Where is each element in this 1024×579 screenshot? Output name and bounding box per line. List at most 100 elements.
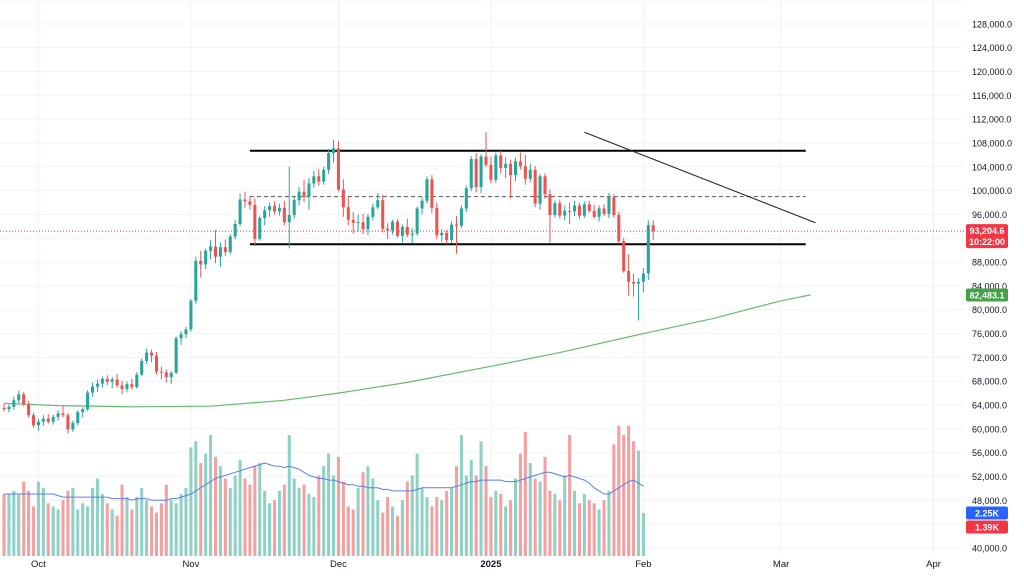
volume-bar — [135, 497, 139, 556]
candle-body — [135, 374, 139, 388]
candle-body — [31, 415, 36, 426]
y-tick-label: 116,000.0 — [972, 91, 1011, 101]
axis-labels: 93,204.610:22:00 82,483.1 2.25K 1.39K — [966, 224, 1008, 534]
candle-body — [336, 148, 340, 190]
y-tick-label: 72,000.0 — [972, 353, 1007, 363]
candle-body — [317, 176, 321, 182]
candle-body — [405, 226, 409, 235]
candle-body — [322, 169, 326, 182]
candle-body — [582, 204, 586, 216]
volume-bar — [568, 435, 572, 556]
volume-bar — [582, 494, 586, 556]
y-tick-label: 128,000.0 — [972, 19, 1012, 29]
candle-body — [484, 156, 488, 165]
candle-body — [213, 246, 218, 257]
candle-body — [233, 223, 237, 237]
volume-bar — [17, 494, 21, 556]
volume-bar — [22, 481, 26, 556]
volume-bar — [336, 456, 340, 556]
candle-body — [228, 236, 232, 252]
volume-bar — [238, 459, 242, 556]
candle-body — [568, 210, 572, 212]
volume-bar — [76, 509, 80, 556]
candle-body — [627, 271, 631, 282]
candle-body — [159, 371, 163, 373]
candle-body — [351, 219, 355, 223]
y-tick-label: 48,000.0 — [972, 496, 1007, 506]
candle-body — [277, 207, 281, 212]
volume-bar — [627, 425, 631, 556]
candle-body — [543, 176, 547, 195]
volume-bar — [81, 503, 85, 556]
volume-bar — [513, 478, 518, 556]
candle-body — [513, 161, 518, 176]
candle-body — [558, 203, 562, 216]
volume-bar — [41, 487, 45, 556]
candle-body — [371, 207, 375, 217]
candle-body — [489, 164, 493, 180]
volume-bar — [509, 500, 513, 556]
candle-body — [553, 203, 557, 216]
price-axis[interactable]: 40,000.044,000.048,000.052,000.056,000.0… — [972, 19, 1012, 553]
volume-bar — [484, 466, 488, 556]
volume-bar — [154, 512, 158, 556]
candle-body — [425, 179, 429, 201]
candle-body — [523, 166, 527, 179]
candle-body — [386, 228, 390, 231]
trend-line — [584, 131, 816, 224]
candle-body — [282, 207, 286, 223]
candle-body — [169, 372, 173, 378]
candle-body — [617, 215, 621, 242]
y-tick-label: 88,000.0 — [972, 258, 1007, 268]
volume-bar — [263, 490, 267, 556]
x-tick-label: Nov — [182, 559, 199, 570]
x-tick-label: Mar — [773, 559, 789, 570]
volume-bar — [341, 481, 345, 556]
volume-bar — [499, 494, 503, 556]
candle-body — [36, 421, 40, 426]
candle-body — [454, 224, 459, 226]
candle-body — [479, 156, 483, 188]
candle-body — [395, 221, 399, 236]
volume-bar — [100, 494, 104, 556]
last-price-label-bg — [966, 224, 1008, 249]
ma200-polyline — [3, 294, 811, 408]
candle-body — [622, 241, 626, 272]
volume-bar — [632, 441, 636, 556]
volume-bar — [164, 484, 168, 556]
last-price-label-text: 93,204.6 — [969, 226, 1004, 236]
candle-body — [509, 163, 513, 176]
candle-body — [66, 415, 70, 430]
candles — [2, 132, 655, 434]
candle-body — [548, 194, 552, 216]
volume-bar — [209, 435, 213, 556]
candle-body — [46, 418, 50, 422]
volume-bar — [199, 463, 203, 556]
x-tick-label: Apr — [926, 559, 941, 570]
y-tick-label: 56,000.0 — [972, 448, 1007, 458]
candle-body — [145, 352, 149, 361]
time-axis[interactable]: Oct Nov Dec 2025 Feb Mar Apr — [31, 559, 941, 570]
volume-bar — [174, 503, 178, 556]
y-tick-label: 108,000.0 — [972, 138, 1012, 148]
candle-body — [528, 169, 532, 179]
volume-label-bg — [966, 520, 1008, 534]
volume-bar — [587, 500, 591, 556]
x-tick-label: Feb — [635, 559, 651, 570]
y-tick-label: 64,000.0 — [972, 401, 1007, 411]
candle-body — [602, 208, 606, 214]
y-tick-label: 100,000.0 — [972, 186, 1012, 196]
volume-bar — [46, 503, 50, 556]
volume-bar — [327, 453, 331, 556]
candle-body — [312, 176, 316, 184]
volume-bar — [317, 475, 321, 556]
candle-body — [435, 207, 439, 236]
volume-bar — [622, 435, 626, 556]
candle-body — [105, 378, 109, 382]
candle-body — [17, 394, 21, 401]
volume-bar — [573, 490, 577, 556]
volume-bar — [469, 459, 473, 556]
volume-bar — [145, 500, 149, 556]
volume-bar — [440, 500, 444, 556]
